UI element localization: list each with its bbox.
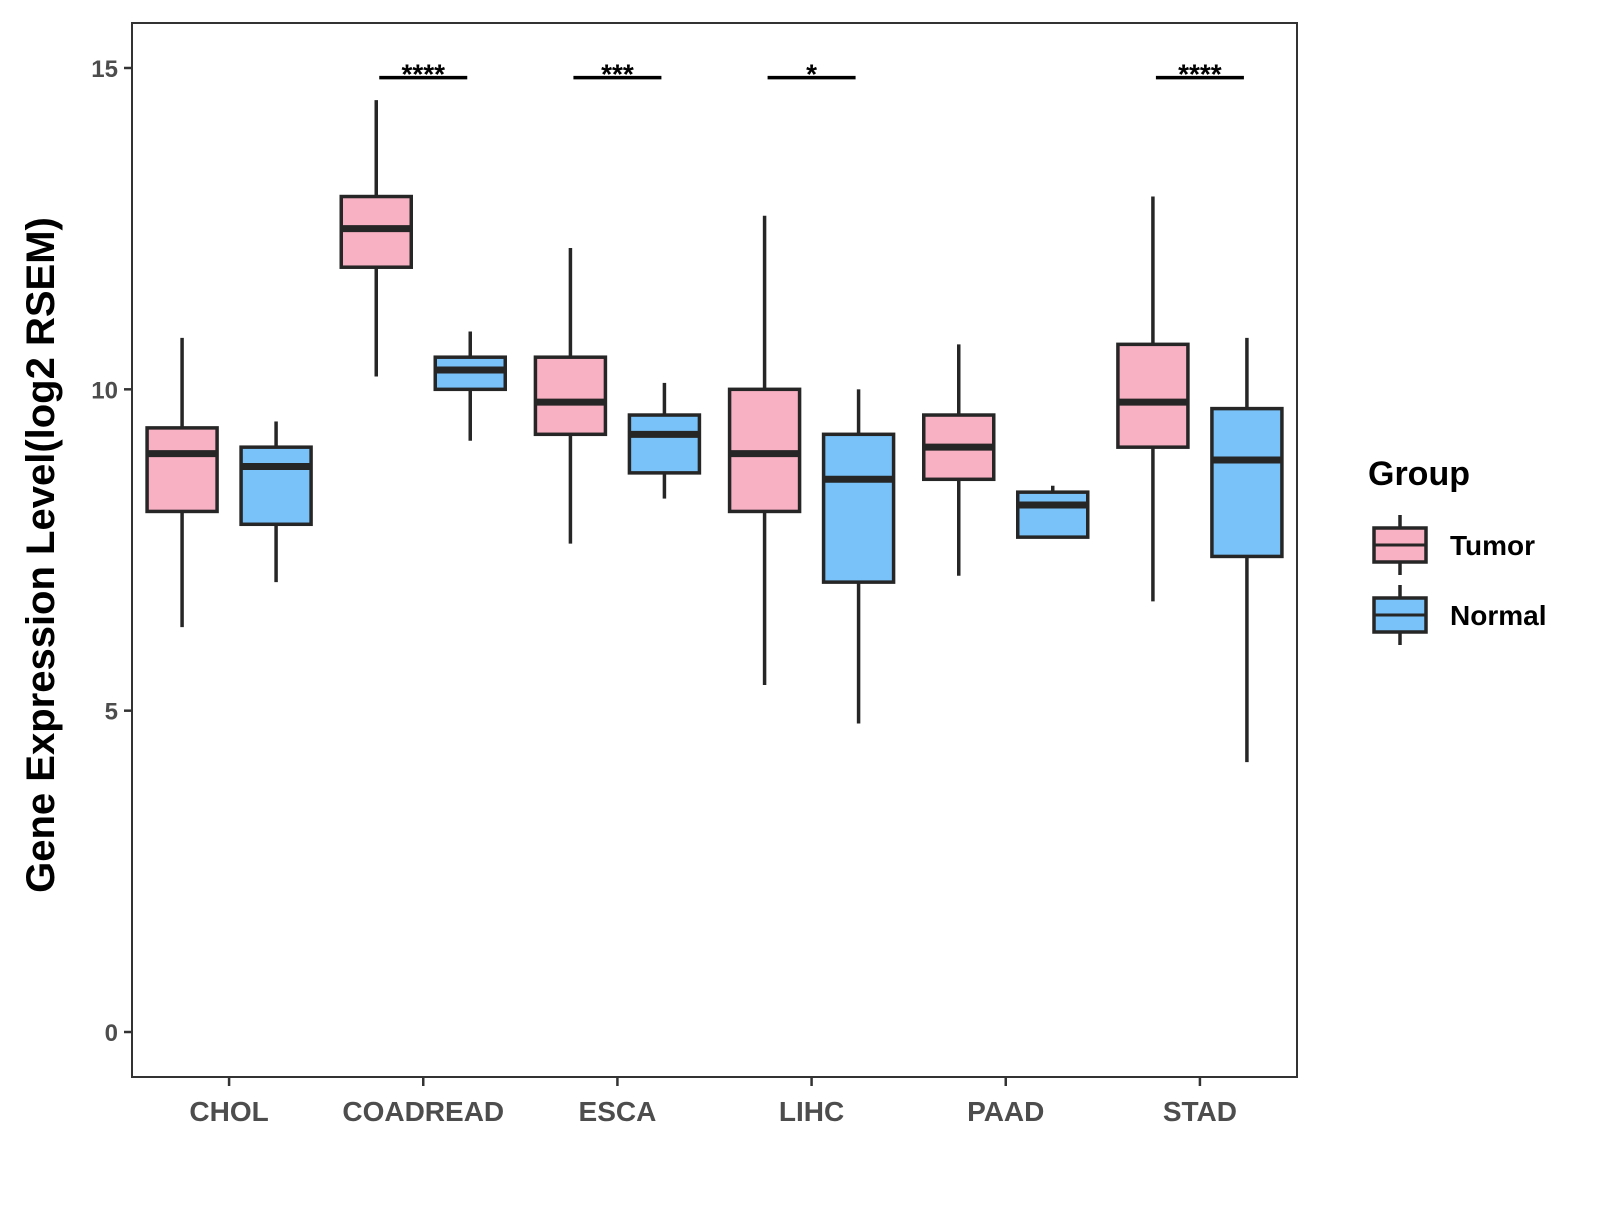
y-tick-label: 15	[91, 56, 118, 83]
box-body	[821, 432, 896, 584]
legend-label: Normal	[1450, 600, 1546, 631]
significance-label: ****	[401, 59, 445, 90]
x-tick-label: ESCA	[579, 1096, 657, 1127]
panel-border	[131, 22, 1298, 1078]
x-tick-label: PAAD	[967, 1096, 1044, 1127]
box-normal-coadread	[433, 331, 507, 441]
x-tick-label: COADREAD	[342, 1096, 504, 1127]
box-body	[239, 445, 313, 527]
axes: 0 5 10 15 CHOL COADREAD ESCA LIHC PAAD STAD	[91, 56, 1237, 1127]
x-tick-label: CHOL	[189, 1096, 268, 1127]
y-tick-label: 5	[105, 699, 118, 726]
box-body	[533, 355, 608, 437]
box-tumor-chol	[145, 337, 219, 628]
chart-marks: **** *** * ****	[145, 59, 1284, 763]
box-tumor-lihc	[727, 215, 802, 685]
y-tick-label: 0	[105, 1020, 118, 1047]
significance-label: ***	[601, 59, 634, 90]
x-tick-label: LIHC	[779, 1096, 844, 1127]
y-tick-label: 10	[91, 377, 118, 404]
box-normal-lihc	[821, 389, 896, 724]
significance-label: ****	[1178, 59, 1222, 90]
box-normal-chol	[239, 421, 313, 583]
box-tumor-coadread	[339, 100, 413, 377]
box-body	[1016, 490, 1090, 539]
box-body	[1116, 342, 1190, 449]
box-normal-paad	[1016, 485, 1090, 539]
legend: Group Tumor Normal	[1368, 455, 1546, 645]
box-normal-stad	[1210, 337, 1284, 763]
box-body	[1210, 406, 1284, 559]
legend-item-normal: Normal	[1372, 585, 1546, 645]
y-axis-title: Gene Expression Level(log2 RSEM)	[19, 217, 63, 893]
box-body	[627, 413, 702, 475]
legend-item-tumor: Tumor	[1372, 515, 1535, 575]
plot-panel	[131, 22, 1298, 1078]
x-tick-label: STAD	[1163, 1096, 1237, 1127]
box-normal-esca	[627, 382, 702, 499]
box-tumor-esca	[533, 247, 608, 544]
legend-label: Tumor	[1450, 530, 1535, 561]
box-tumor-stad	[1116, 196, 1190, 602]
significance-label: *	[806, 59, 817, 90]
box-body	[145, 426, 219, 514]
box-tumor-paad	[922, 344, 996, 576]
legend-title: Group	[1368, 455, 1470, 493]
